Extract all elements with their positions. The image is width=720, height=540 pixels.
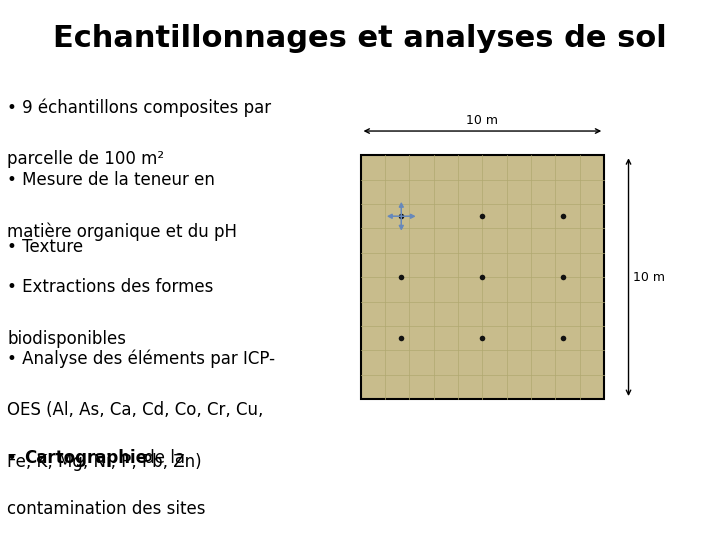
Text: 10 m: 10 m (634, 271, 665, 284)
Text: OES (Al, As, Ca, Cd, Co, Cr, Cu,: OES (Al, As, Ca, Cd, Co, Cr, Cu, (7, 401, 264, 420)
FancyArrow shape (388, 214, 401, 219)
Text: • Extractions des formes: • Extractions des formes (7, 278, 214, 296)
Text: 10 m: 10 m (467, 114, 498, 127)
Bar (361, 156, 604, 399)
Text: parcelle de 100 m²: parcelle de 100 m² (7, 151, 164, 168)
Text: • Mesure de la teneur en: • Mesure de la teneur en (7, 171, 215, 188)
Text: de la: de la (140, 449, 185, 467)
FancyArrow shape (399, 216, 403, 229)
Text: biodisponibles: biodisponibles (7, 330, 126, 348)
Text: • Texture: • Texture (7, 238, 84, 256)
FancyArrow shape (401, 214, 415, 219)
Text: contamination des sites: contamination des sites (7, 500, 206, 518)
Text: Fe, K, Mg, Ni, P, Pb, Zn): Fe, K, Mg, Ni, P, Pb, Zn) (7, 453, 202, 471)
Text: • 9 échantillons composites par: • 9 échantillons composites par (7, 99, 271, 117)
Text: •: • (7, 449, 22, 467)
FancyArrow shape (399, 203, 403, 216)
Text: Cartographie: Cartographie (24, 449, 147, 467)
Text: • Analyse des éléments par ICP-: • Analyse des éléments par ICP- (7, 350, 275, 368)
Text: matière organique et du pH: matière organique et du pH (7, 222, 237, 241)
Text: Echantillonnages et analyses de sol: Echantillonnages et analyses de sol (53, 24, 667, 53)
